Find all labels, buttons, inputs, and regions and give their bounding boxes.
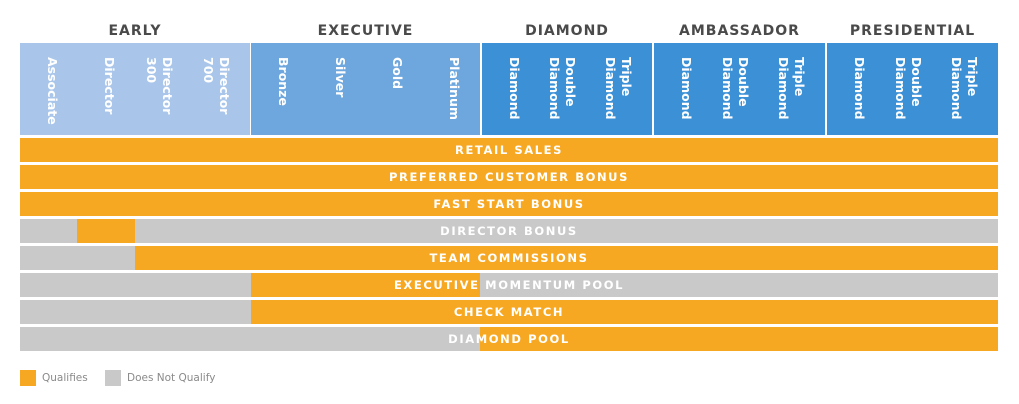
rank-label: Triple Diamond (949, 57, 980, 120)
qualify-segment (20, 192, 998, 216)
executive-header: Bronze Silver Gold Platinum (251, 43, 480, 135)
rank-director-700: Director 700 (192, 43, 250, 135)
rank-double-diamond: Double Diamond (538, 43, 596, 135)
rank-label: Diamond (507, 57, 522, 120)
rank-diamond: Diamond (482, 43, 540, 135)
qualify-segment (135, 246, 998, 270)
row-diamond-pool: DIAMOND POOL (20, 327, 998, 351)
rank-triple-diamond: Triple Diamond (594, 43, 652, 135)
not-qualify-segment (480, 273, 998, 297)
rank-label: Double Diamond (893, 57, 924, 120)
does-not-qualify-swatch (105, 370, 121, 386)
diamond-header: Diamond Double Diamond Triple Diamond (482, 43, 652, 135)
not-qualify-segment (20, 246, 135, 270)
rank-label: Diamond (852, 57, 867, 120)
rank-label: Bronze (276, 57, 291, 106)
group-label-ambassador: AMBASSADOR (679, 23, 800, 39)
rank-director: Director (77, 43, 135, 135)
does-not-qualify-label: Does Not Qualify (127, 372, 216, 384)
ambassador-header: Diamond Double Diamond Triple Diamond (654, 43, 825, 135)
rank-gold: Gold (365, 43, 423, 135)
qualifies-label: Qualifies (42, 372, 88, 384)
rank-label: Director (102, 57, 117, 115)
row-label: PREFERRED CUSTOMER BONUS (389, 170, 629, 184)
rank-ambassador-diamond: Diamond (654, 43, 712, 135)
not-qualify-segment (20, 327, 480, 351)
rank-bronze: Bronze (251, 43, 309, 135)
not-qualify-segment (135, 219, 998, 243)
row-label: TEAM COMMISSIONS (429, 251, 589, 265)
rank-presidential-diamond: Diamond (827, 43, 885, 135)
qualifies-swatch (20, 370, 36, 386)
qualify-segment (20, 138, 998, 162)
row-fast-start-bonus: FAST START BONUS (20, 192, 998, 216)
rank-label: Platinum (447, 57, 462, 120)
rank-label: Associate (45, 57, 60, 125)
rank-platinum: Platinum (422, 43, 480, 135)
group-label-diamond: DIAMOND (525, 23, 609, 39)
not-qualify-segment (20, 300, 251, 324)
row-label: EXECUTIVE MOMENTUM POOL (393, 278, 625, 292)
rank-ambassador-triple-diamond: Triple Diamond (767, 43, 825, 135)
row-team-commissions: TEAM COMMISSIONS (20, 246, 998, 270)
group-label-early: EARLY (108, 23, 162, 39)
row-label: FAST START BONUS (433, 197, 585, 211)
row-retail-sales: RETAIL SALES (20, 138, 998, 162)
row-label: RETAIL SALES (454, 143, 564, 157)
rank-label: Gold (390, 57, 405, 90)
rank-silver: Silver (308, 43, 366, 135)
rank-associate: Associate (20, 43, 78, 135)
qualify-segment (480, 327, 998, 351)
rank-label: Double Diamond (547, 57, 578, 120)
rank-director-300: Director 300 (135, 43, 193, 135)
not-qualify-segment (20, 273, 251, 297)
group-label-presidential: PRESIDENTIAL (849, 23, 976, 39)
rank-presidential-triple-diamond: Triple Diamond (940, 43, 998, 135)
rank-label: Triple Diamond (776, 57, 807, 120)
not-qualify-segment (20, 219, 77, 243)
row-check-match: CHECK MATCH (20, 300, 998, 324)
rank-label: Director 300 (144, 57, 175, 115)
presidential-header: Diamond Double Diamond Triple Diamond (827, 43, 998, 135)
qualify-segment (77, 219, 135, 243)
row-director-bonus: DIRECTOR BONUS (20, 219, 998, 243)
row-label: DIAMOND POOL (448, 332, 570, 346)
rank-label: Diamond (679, 57, 694, 120)
rank-label: Silver (333, 57, 348, 98)
qualify-segment (251, 273, 480, 297)
row-preferred-customer-bonus: PREFERRED CUSTOMER BONUS (20, 165, 998, 189)
early-header: Associate Director Director 300 Director… (20, 43, 250, 135)
row-executive-momentum-pool: EXECUTIVE MOMENTUM POOL (20, 273, 998, 297)
row-label: CHECK MATCH (453, 305, 565, 319)
rank-label: Double Diamond (720, 57, 751, 120)
rank-label: Director 700 (201, 57, 232, 115)
rank-ambassador-double-diamond: Double Diamond (711, 43, 769, 135)
group-label-executive: EXECUTIVE (317, 23, 414, 39)
qualify-segment (20, 165, 998, 189)
rank-presidential-double-diamond: Double Diamond (884, 43, 942, 135)
qualify-segment (251, 300, 998, 324)
row-label: DIRECTOR BONUS (440, 224, 578, 238)
rank-label: Triple Diamond (603, 57, 634, 120)
